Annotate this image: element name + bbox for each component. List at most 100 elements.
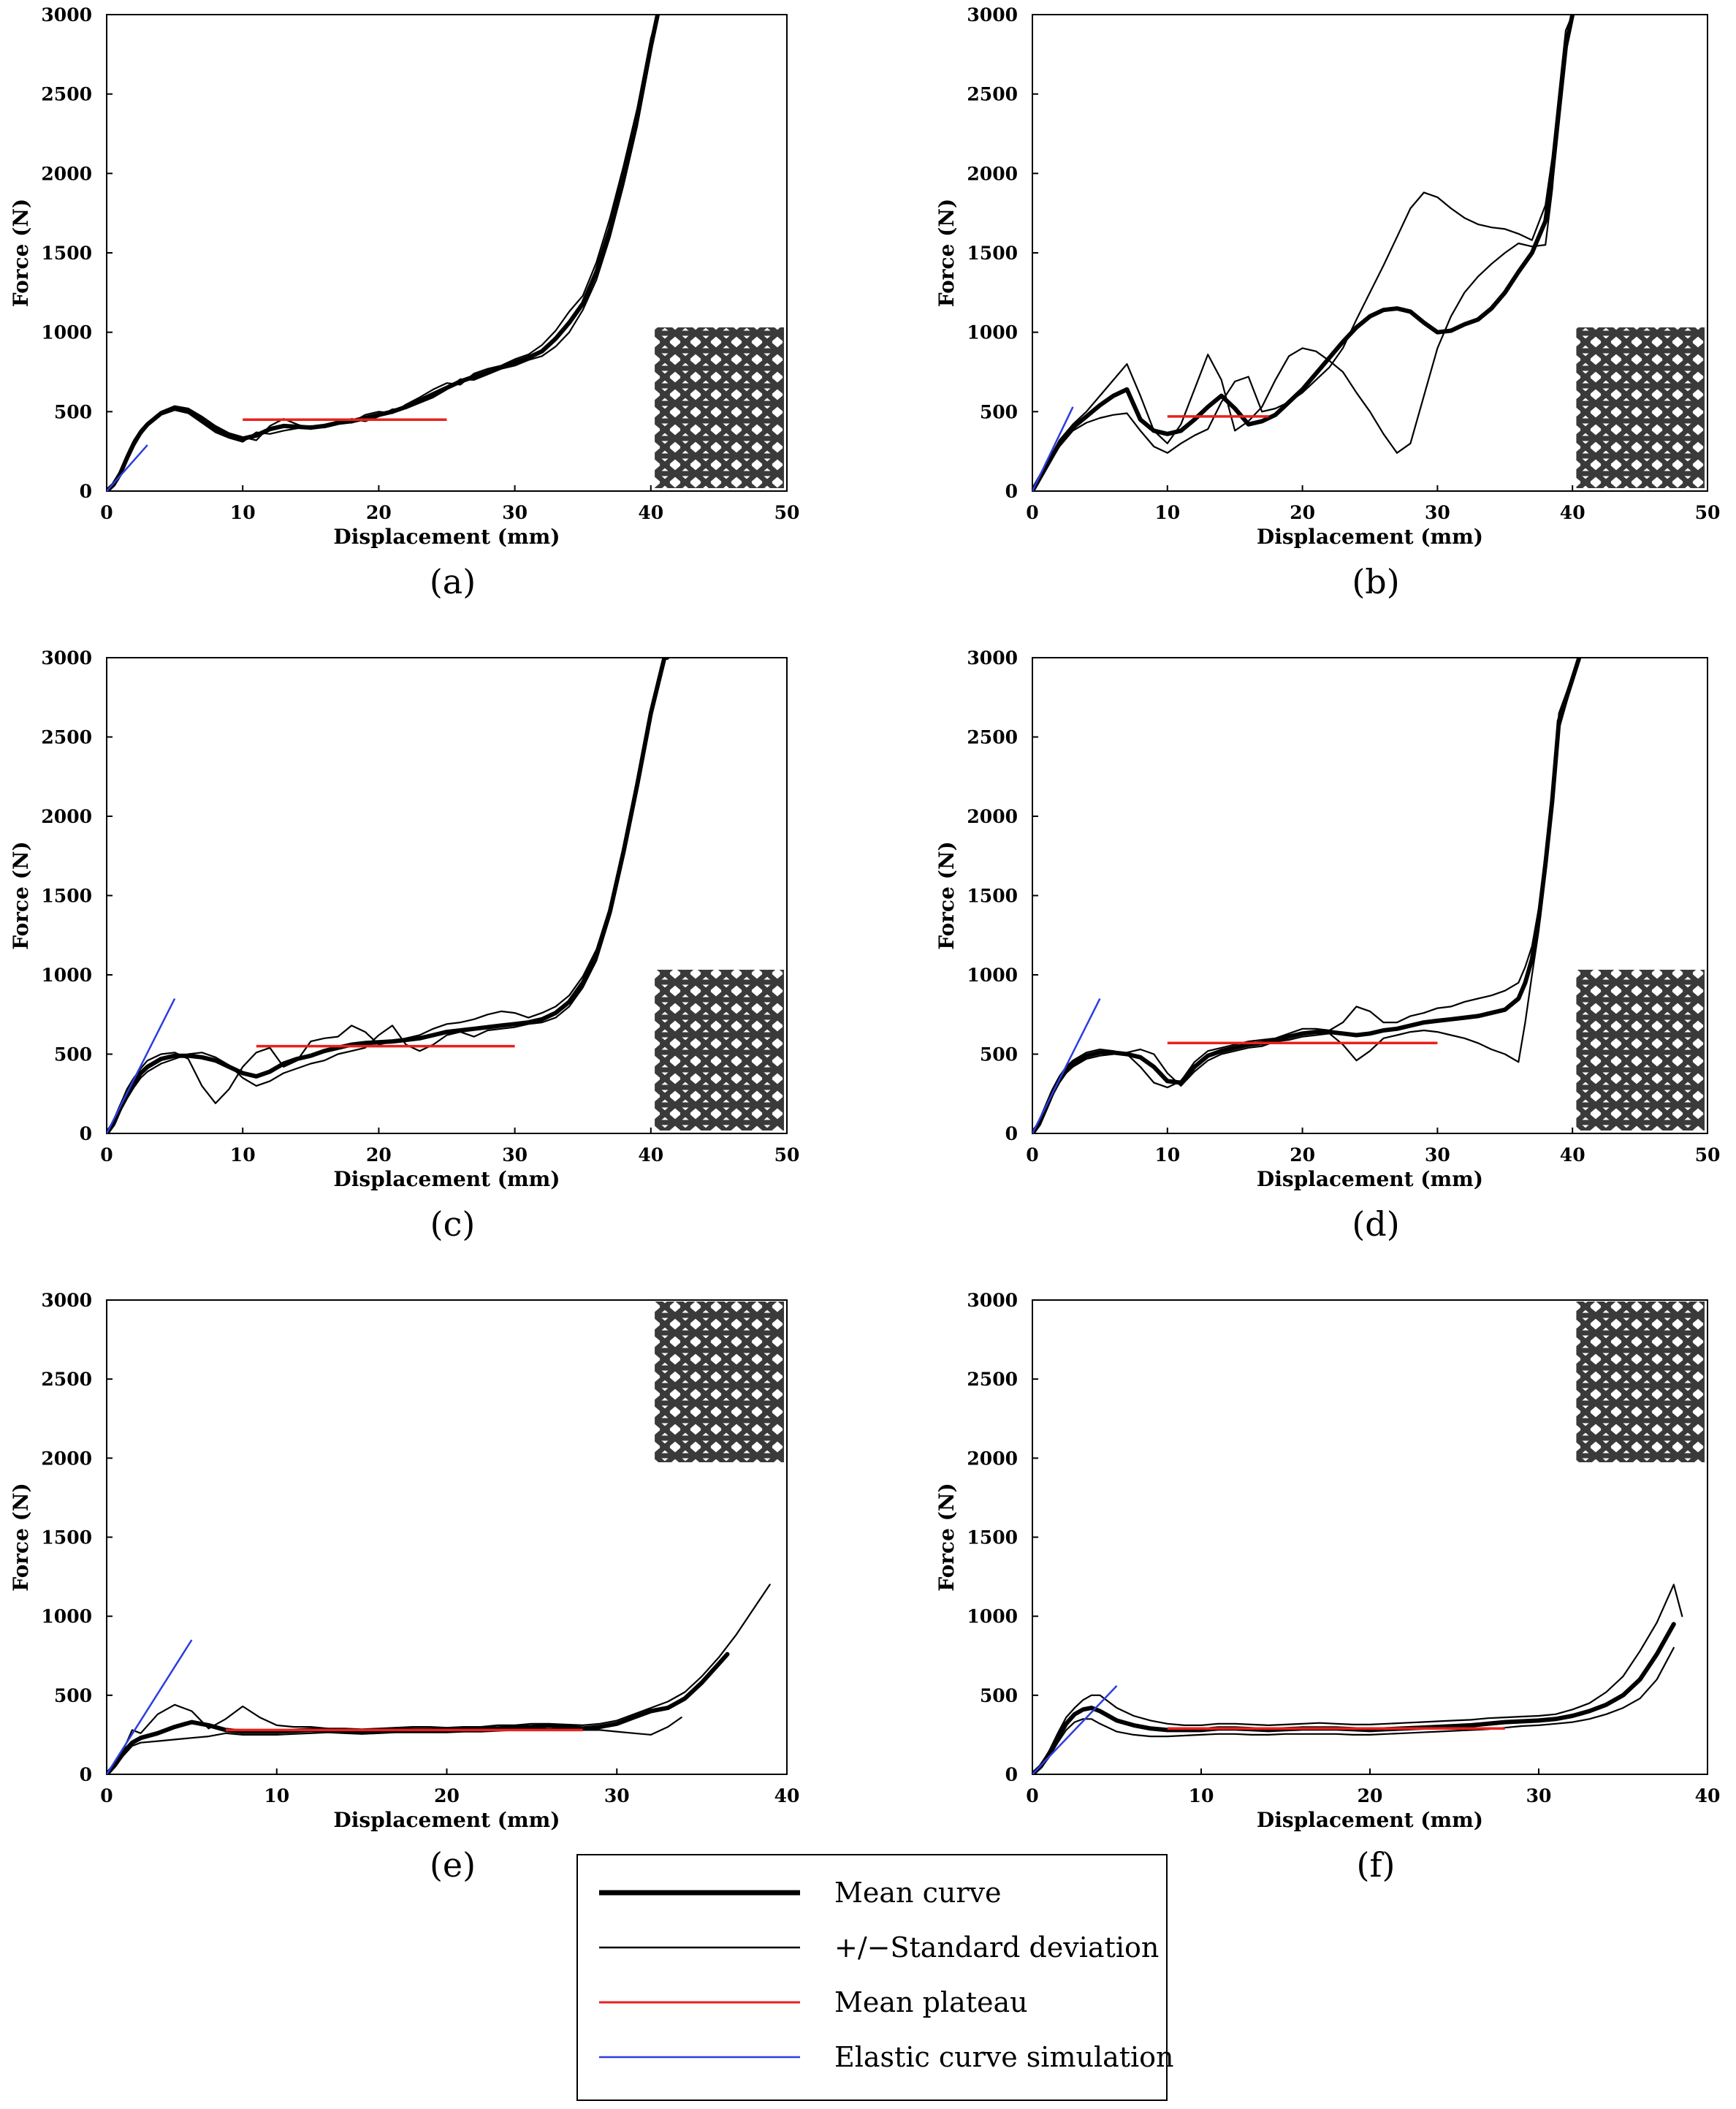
y-tick-label: 2000	[41, 163, 92, 184]
panel-label: (b)	[1352, 562, 1399, 601]
x-tick-label: 20	[434, 1785, 460, 1806]
x-axis-title: Displacement (mm)	[333, 525, 560, 549]
y-tick-label: 2000	[41, 806, 92, 827]
x-tick-label: 40	[638, 1144, 663, 1166]
panel-label: (f)	[1357, 1845, 1396, 1885]
y-tick-label: 1500	[41, 243, 92, 264]
x-tick-label: 10	[1154, 1144, 1180, 1166]
legend-label: Elastic curve simulation	[834, 2041, 1174, 2073]
y-axis-title: Force (N)	[934, 841, 959, 949]
x-tick-label: 10	[230, 1144, 256, 1166]
y-tick-label: 500	[54, 1044, 92, 1065]
series-group	[107, 658, 670, 1133]
series-group	[1032, 658, 1582, 1133]
y-tick-label: 2000	[41, 1448, 92, 1469]
lattice-specimen-image	[1576, 327, 1705, 488]
elastic-simulation-line	[107, 1639, 193, 1774]
series-group	[1032, 1584, 1683, 1774]
y-axis-title: Force (N)	[9, 841, 33, 949]
x-tick-label: 10	[1189, 1785, 1214, 1806]
x-tick-label: 30	[1425, 502, 1450, 523]
x-axis-title: Displacement (mm)	[1257, 525, 1483, 549]
y-tick-label: 500	[54, 401, 92, 422]
chart-panel: 0 10 20 30 40 0 500 1000 1500 2000 2500 3000 Displac…	[9, 1290, 799, 1885]
y-tick-label: 2000	[967, 806, 1018, 827]
lattice-specimen-image	[1576, 970, 1705, 1130]
y-tick-label: 2500	[41, 84, 92, 105]
x-tick-label: 20	[1290, 502, 1315, 523]
x-tick-label: 20	[1358, 1785, 1383, 1806]
x-tick-label: 50	[774, 502, 800, 523]
y-tick-label: 2500	[967, 84, 1018, 105]
elastic-simulation-line	[107, 997, 176, 1133]
x-tick-label: 30	[502, 1144, 528, 1166]
x-tick-label: 40	[638, 502, 663, 523]
y-tick-label: 1000	[41, 1606, 92, 1627]
mean-curve-line	[1032, 658, 1582, 1133]
x-tick-label: 20	[366, 1144, 392, 1166]
lattice-specimen-image	[655, 970, 784, 1130]
x-tick-label: 10	[1154, 502, 1180, 523]
x-tick-label: 0	[100, 1144, 113, 1166]
elastic-simulation-line	[107, 444, 148, 491]
x-tick-label: 10	[230, 502, 256, 523]
x-tick-label: 40	[1695, 1785, 1721, 1806]
legend: Mean curve +/−Standard deviation Mean plat…	[576, 1854, 1174, 2101]
legend-box	[576, 1854, 1168, 2101]
y-tick-label: 1000	[967, 322, 1018, 343]
legend-label: +/−Standard deviation	[834, 1931, 1159, 1964]
y-tick-label: 1500	[967, 1527, 1018, 1548]
y-tick-label: 2500	[41, 1369, 92, 1390]
y-tick-label: 0	[80, 1764, 92, 1785]
std-deviation-line	[1032, 658, 1580, 1133]
std-deviation-line	[1032, 658, 1580, 1133]
x-axis-title: Displacement (mm)	[333, 1808, 560, 1832]
series-group	[107, 1584, 771, 1774]
chart-panel: 0 10 20 30 40 50050010001500200025003000Displ…	[934, 647, 1720, 1244]
elastic-simulation-line	[1032, 997, 1101, 1133]
y-tick-label: 3000	[967, 647, 1018, 669]
std-deviation-line	[1032, 1584, 1683, 1774]
x-tick-label: 40	[1560, 502, 1585, 523]
y-tick-label: 1000	[967, 965, 1018, 986]
y-tick-label: 0	[1005, 1123, 1018, 1144]
x-tick-label: 0	[1026, 1144, 1038, 1166]
x-tick-label: 0	[1026, 502, 1038, 523]
y-tick-label: 1500	[41, 1527, 92, 1548]
x-tick-label: 20	[366, 502, 392, 523]
x-tick-label: 10	[264, 1785, 289, 1806]
std-deviation-line	[1032, 15, 1574, 491]
panel-label: (d)	[1352, 1204, 1399, 1244]
x-tick-label: 40	[1560, 1144, 1585, 1166]
panel-label: (e)	[430, 1845, 476, 1885]
y-tick-label: 0	[80, 1123, 92, 1144]
y-tick-label: 2500	[967, 1369, 1018, 1390]
mean-curve-line	[107, 15, 660, 491]
y-tick-label: 3000	[41, 647, 92, 669]
y-tick-label: 1500	[967, 886, 1018, 907]
x-tick-label: 0	[100, 502, 113, 523]
mean-curve-line	[1032, 15, 1575, 491]
x-tick-label: 0	[100, 1785, 113, 1806]
mean-curve-line	[1032, 1622, 1676, 1774]
chart-panel: 0 10 20 30 40 50050010001500200025003000Displ…	[934, 4, 1720, 601]
std-deviation-line	[107, 658, 669, 1133]
std-deviation-line	[107, 1584, 771, 1774]
x-axis-title: Displacement (mm)	[333, 1167, 560, 1191]
elastic-simulation-line	[1032, 1684, 1118, 1774]
y-tick-label: 3000	[41, 4, 92, 26]
y-tick-label: 500	[980, 1044, 1018, 1065]
x-tick-label: 30	[502, 502, 528, 523]
y-tick-label: 500	[54, 1685, 92, 1706]
lattice-specimen-image	[1576, 1302, 1705, 1462]
legend-label: Mean curve	[834, 1877, 1001, 1909]
y-tick-label: 2500	[41, 727, 92, 748]
y-tick-label: 3000	[967, 1290, 1018, 1311]
series-group	[1032, 15, 1575, 491]
x-tick-label: 30	[1425, 1144, 1450, 1166]
y-tick-label: 0	[80, 481, 92, 502]
y-axis-title: Force (N)	[9, 1483, 33, 1591]
x-tick-label: 30	[1526, 1785, 1552, 1806]
x-tick-label: 40	[774, 1785, 800, 1806]
x-tick-label: 20	[1290, 1144, 1315, 1166]
